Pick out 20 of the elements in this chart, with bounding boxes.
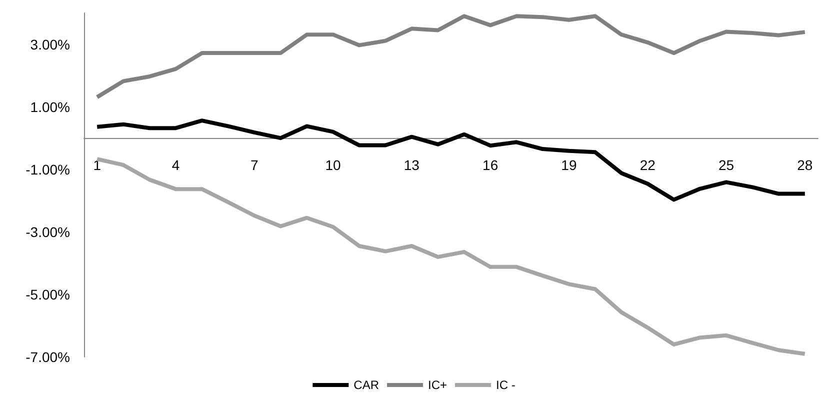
x-tick-label: 4	[172, 157, 180, 174]
x-tick-label: 13	[404, 157, 420, 174]
y-tick-label: -5.00%	[26, 286, 70, 302]
x-tick-label: 19	[561, 157, 577, 174]
y-tick-label: -3.00%	[26, 224, 70, 240]
x-tick-label: 7	[250, 157, 258, 174]
x-tick-label: 1	[93, 157, 102, 174]
y-tick-label: 1.00%	[30, 98, 70, 115]
x-tick-label: 16	[482, 157, 498, 174]
legend-label: IC -	[496, 378, 516, 392]
x-tick-label: 28	[797, 157, 813, 174]
line-series	[95, 14, 807, 100]
y-tick-label: -1.00%	[26, 161, 70, 178]
y-tick-label: -7.00%	[26, 349, 70, 365]
x-tick-label: 25	[718, 157, 734, 174]
legend-label: IC+	[428, 378, 448, 392]
x-tick-label: 22	[640, 157, 656, 174]
legend-label: CAR	[354, 378, 380, 392]
x-tick-label: 10	[325, 157, 342, 174]
y-tick-label: 3.00%	[30, 36, 70, 52]
